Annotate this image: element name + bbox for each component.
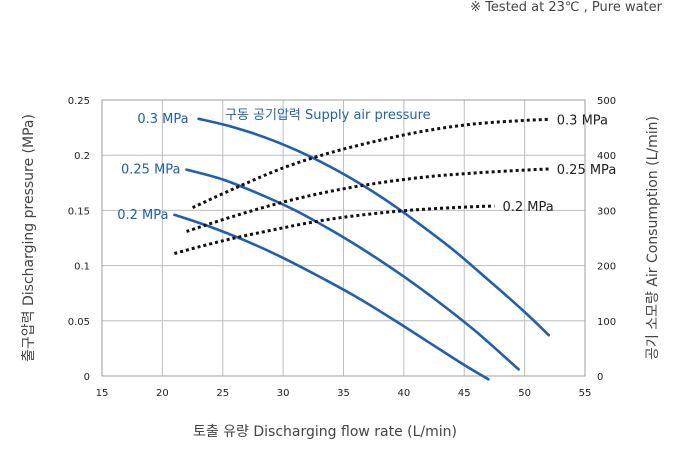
axes: 15 20 25 30 35 40 45 50 55 0 0.05 0.1 0.15 0.2 0.25 0 10… [21,96,661,440]
pressure-series-label: 0.3 MPa [137,112,188,127]
air-series-label: 0.3 MPa [557,113,608,128]
y-left-tick-label: 0.2 [74,151,90,162]
grid [101,99,586,377]
y-left-tick-label: 0 [84,372,90,383]
curves [173,117,551,381]
y-right-tick-label: 200 [597,262,616,273]
y-left-tick-label: 0.05 [68,317,90,328]
y-right-tick-label: 400 [597,151,616,162]
x-tick-label: 55 [579,388,592,399]
y-left-tick-label: 0.1 [74,262,90,273]
y-left-tick-label: 0.25 [68,96,90,107]
x-tick-label: 15 [96,388,109,399]
plot-frame [101,99,586,377]
air-series-label: 0.25 MPa [557,163,617,178]
x-tick-label: 40 [398,388,411,399]
x-axis-title: 토출 유량 Discharging flow rate (L/min) [193,424,457,440]
air-series-label: 0.2 MPa [502,200,553,215]
pressure-series-label: 0.2 MPa [117,208,168,223]
x-tick-label: 20 [156,388,169,399]
x-tick-label: 25 [216,388,229,399]
supply-air-pressure-title: 구동 공기압력 Supply air pressure [225,108,431,123]
air-consumption-curve-0.2-mpa [174,204,495,255]
x-tick-label: 35 [337,388,350,399]
x-tick-label: 45 [458,388,471,399]
y-left-tick-label: 0.15 [68,206,90,217]
y-right-tick-label: 300 [597,206,616,217]
y-right-tick-label: 500 [597,96,616,107]
test-condition-note: ※ Tested at 23℃ , Pure water [470,0,662,15]
air-consumption-curve-0.25-mpa [186,167,549,233]
y-left-axis-title: 출구압력 Discharging pressure (MPa) [21,114,37,362]
pressure-curve-0.3-mpa [197,117,551,337]
labels: 0.3 MPa 0.25 MPa 0.2 MPa 0.3 MPa 0.25 MPa 0.2… [117,108,616,223]
air-consumption-curve-0.3-mpa [191,117,549,209]
y-right-tick-label: 0 [597,372,603,383]
pressure-curve-0.2-mpa [173,213,490,381]
y-right-axis-title: 공기 소모량 Air Consumption (L/min) [645,116,661,360]
y-right-tick-label: 100 [597,317,616,328]
x-tick-label: 50 [518,388,531,399]
pressure-series-label: 0.25 MPa [121,163,181,178]
x-tick-label: 30 [277,388,290,399]
pressure-curve-0.25-mpa [185,168,520,371]
